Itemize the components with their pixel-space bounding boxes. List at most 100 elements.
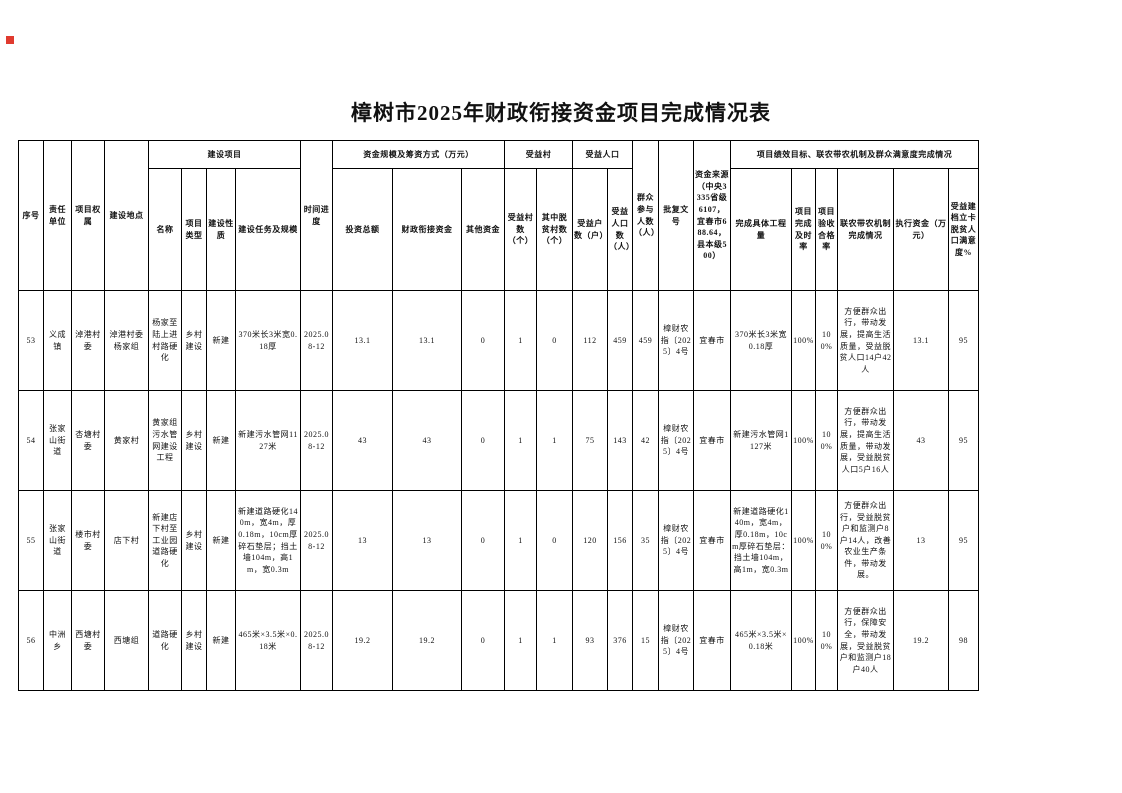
cell-unit: 中洲乡 bbox=[43, 590, 72, 691]
cell-ownership: 西塘村委 bbox=[71, 590, 105, 691]
col-header-total-invest: 投资总额 bbox=[332, 168, 393, 291]
cell-poor-village-count: 1 bbox=[536, 590, 574, 691]
col-header-task: 建设任务及规模 bbox=[235, 168, 301, 291]
cell-ownership: 淖港村委 bbox=[71, 290, 105, 391]
cell-participants: 42 bbox=[632, 390, 660, 491]
cell-fiscal-fund: 43 bbox=[392, 390, 462, 491]
cell-acceptance-rate: 100% bbox=[815, 590, 839, 691]
cell-total-invest: 13.1 bbox=[332, 290, 393, 391]
cell-seq: 55 bbox=[18, 490, 44, 591]
cell-executed-fund: 13.1 bbox=[893, 290, 950, 391]
cell-fiscal-fund: 19.2 bbox=[392, 590, 462, 691]
cell-fiscal-fund: 13.1 bbox=[392, 290, 462, 391]
cell-fund-source: 宜春市 bbox=[693, 490, 732, 591]
cell-on-time-rate: 100% bbox=[791, 590, 817, 691]
col-header-location: 建设地点 bbox=[104, 140, 149, 291]
cell-task: 新建污水管网1127米 bbox=[235, 390, 301, 491]
cell-schedule: 2025.08-12 bbox=[300, 290, 333, 391]
cell-seq: 54 bbox=[18, 390, 44, 491]
cell-acceptance-rate: 100% bbox=[815, 490, 839, 591]
cell-work-done: 新建污水管网1127米 bbox=[730, 390, 793, 491]
col-header-other-fund: 其他资金 bbox=[460, 168, 506, 291]
cell-work-done: 465米×3.5米×0.18米 bbox=[730, 590, 793, 691]
cell-nature: 新建 bbox=[206, 590, 236, 691]
cell-type: 乡村建设 bbox=[181, 490, 207, 591]
group-header-village: 受益村 bbox=[504, 140, 574, 169]
cell-location: 黄家村 bbox=[104, 390, 149, 491]
col-header-unit: 责任单位 bbox=[43, 140, 72, 291]
cell-seq: 56 bbox=[18, 590, 44, 691]
cell-on-time-rate: 100% bbox=[791, 390, 817, 491]
cell-household-count: 93 bbox=[572, 590, 609, 691]
cell-mechanism: 方便群众出行，带动发展，提高生活质量，带动发展，受益脱贫人口5户16人 bbox=[837, 390, 895, 491]
cell-approval-no: 樟财农指〔2025〕4号 bbox=[658, 290, 695, 391]
cell-approval-no: 樟财农指〔2025〕4号 bbox=[658, 390, 695, 491]
cell-poor-village-count: 0 bbox=[536, 290, 574, 391]
group-header-fund: 资金规模及筹资方式（万元） bbox=[331, 140, 506, 169]
table-row: 53 义成镇 淖港村委 淖港村委杨家组 杨家至陆上进村路硬化 乡村建设 新建 370米长3米宽… bbox=[18, 290, 980, 391]
cell-total-invest: 13 bbox=[332, 490, 393, 591]
table-header: 序号 责任单位 项目权属 建设地点 建设项目 时间进度 资金规模及筹资方式（万元… bbox=[18, 140, 980, 291]
cell-acceptance-rate: 100% bbox=[815, 390, 839, 491]
cell-on-time-rate: 100% bbox=[791, 490, 817, 591]
group-header-performance: 项目绩效目标、联农带农机制及群众满意度完成情况 bbox=[730, 140, 980, 169]
cell-other-fund: 0 bbox=[460, 590, 506, 691]
cell-satisfaction: 95 bbox=[948, 490, 980, 591]
col-header-nature: 建设性质 bbox=[206, 168, 236, 291]
cell-village-count: 1 bbox=[504, 290, 538, 391]
cell-type: 乡村建设 bbox=[181, 290, 207, 391]
cell-other-fund: 0 bbox=[460, 290, 506, 391]
cell-fund-source: 宜春市 bbox=[693, 590, 732, 691]
cell-type: 乡村建设 bbox=[181, 390, 207, 491]
cell-schedule: 2025.08-12 bbox=[300, 590, 333, 691]
cell-executed-fund: 43 bbox=[893, 390, 950, 491]
cell-seq: 53 bbox=[18, 290, 44, 391]
col-header-ownership: 项目权属 bbox=[71, 140, 105, 291]
col-header-participants: 群众参与人数（人） bbox=[632, 140, 660, 291]
col-header-pop-count: 受益人口数（人） bbox=[607, 168, 634, 291]
col-header-household-count: 受益户数（户） bbox=[572, 168, 609, 291]
cell-name: 道路硬化 bbox=[148, 590, 182, 691]
cell-on-time-rate: 100% bbox=[791, 290, 817, 391]
cell-other-fund: 0 bbox=[460, 390, 506, 491]
cell-fiscal-fund: 13 bbox=[392, 490, 462, 591]
cell-task: 370米长3米宽0.18厚 bbox=[235, 290, 301, 391]
col-header-approval-no: 批复文号 bbox=[658, 140, 695, 291]
cell-type: 乡村建设 bbox=[181, 590, 207, 691]
cell-pop-count: 156 bbox=[607, 490, 634, 591]
cell-mechanism: 方便群众出行，保障安全，带动发展，受益脱贫户和监测户18户40人 bbox=[837, 590, 895, 691]
cell-task: 465米×3.5米×0.18米 bbox=[235, 590, 301, 691]
col-header-fiscal-fund: 财政衔接资金 bbox=[392, 168, 462, 291]
col-header-type: 项目类型 bbox=[181, 168, 207, 291]
cell-nature: 新建 bbox=[206, 390, 236, 491]
cell-satisfaction: 95 bbox=[948, 390, 980, 491]
cell-pop-count: 376 bbox=[607, 590, 634, 691]
col-header-seq: 序号 bbox=[18, 140, 44, 291]
table-row: 54 张家山街道 杏塘村委 黄家村 黄家组污水管网建设工程 乡村建设 新建 新建污水管网112… bbox=[18, 390, 980, 491]
col-header-on-time-rate: 项目完成及时率 bbox=[791, 168, 817, 291]
cell-name: 新建店下村至工业园道路硬化 bbox=[148, 490, 182, 591]
cell-participants: 35 bbox=[632, 490, 660, 591]
col-header-poor-village-count: 其中脱贫村数（个） bbox=[536, 168, 574, 291]
cell-village-count: 1 bbox=[504, 590, 538, 691]
cell-pop-count: 459 bbox=[607, 290, 634, 391]
cell-work-done: 新建道路硬化140m，宽4m，厚0.18m，10cm厚碎石垫层：挡土墙104m，… bbox=[730, 490, 793, 591]
cell-unit: 张家山街道 bbox=[43, 390, 72, 491]
group-header-population: 受益人口 bbox=[572, 140, 634, 169]
col-header-schedule: 时间进度 bbox=[300, 140, 333, 291]
cell-location: 西塘组 bbox=[104, 590, 149, 691]
col-header-executed-fund: 执行资金（万元） bbox=[893, 168, 950, 291]
cell-task: 新建道路硬化140m，宽4m，厚0.18m，10cm厚碎石垫层；挡土墙104m，… bbox=[235, 490, 301, 591]
cell-location: 店下村 bbox=[104, 490, 149, 591]
cell-schedule: 2025.08-12 bbox=[300, 490, 333, 591]
cell-location: 淖港村委杨家组 bbox=[104, 290, 149, 391]
cell-executed-fund: 13 bbox=[893, 490, 950, 591]
cell-work-done: 370米长3米宽0.18厚 bbox=[730, 290, 793, 391]
col-header-satisfaction: 受益建档立卡脱贫人口满意度% bbox=[948, 168, 980, 291]
cell-name: 杨家至陆上进村路硬化 bbox=[148, 290, 182, 391]
cell-village-count: 1 bbox=[504, 490, 538, 591]
group-header-project: 建设项目 bbox=[148, 140, 301, 169]
cell-executed-fund: 19.2 bbox=[893, 590, 950, 691]
cell-village-count: 1 bbox=[504, 390, 538, 491]
